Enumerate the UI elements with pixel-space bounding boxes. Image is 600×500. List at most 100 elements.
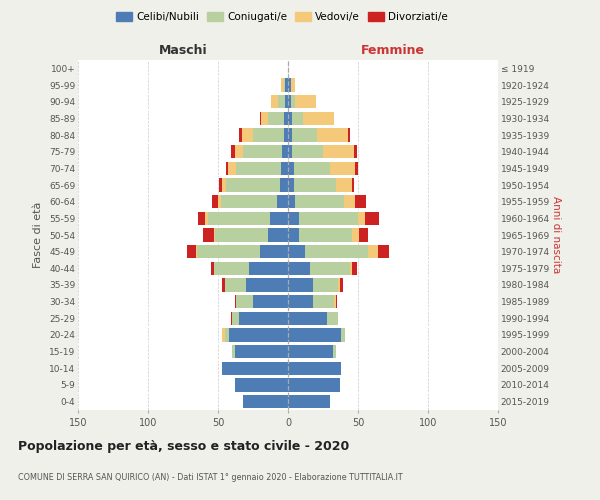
Bar [285, 78, 288, 92]
Bar [352, 262, 356, 275]
Bar [284, 128, 288, 141]
Bar [288, 328, 341, 342]
Bar [288, 128, 292, 141]
Bar [283, 145, 288, 158]
Bar [268, 112, 284, 125]
Bar [288, 378, 340, 392]
Bar [359, 228, 368, 241]
Bar [214, 262, 249, 275]
Bar [229, 328, 288, 342]
Bar [327, 312, 338, 325]
Y-axis label: Anni di nascita: Anni di nascita [551, 196, 561, 274]
Bar [352, 178, 354, 192]
Bar [268, 228, 288, 241]
Bar [235, 345, 288, 358]
Bar [208, 212, 270, 225]
Bar [288, 295, 313, 308]
Bar [288, 162, 293, 175]
Bar [285, 95, 288, 108]
Bar [220, 178, 222, 192]
Bar [299, 212, 358, 225]
Bar [288, 145, 292, 158]
Bar [280, 178, 288, 192]
Bar [335, 295, 337, 308]
Bar [288, 178, 293, 192]
Bar [203, 228, 214, 241]
Bar [281, 162, 288, 175]
Bar [335, 178, 352, 192]
Bar [350, 262, 352, 275]
Bar [344, 195, 355, 208]
Bar [232, 345, 235, 358]
Bar [368, 245, 377, 258]
Bar [288, 312, 327, 325]
Bar [239, 128, 242, 141]
Bar [211, 262, 214, 275]
Bar [292, 128, 317, 141]
Bar [246, 278, 288, 291]
Bar [271, 95, 278, 108]
Bar [288, 395, 330, 408]
Bar [196, 245, 197, 258]
Bar [232, 312, 239, 325]
Bar [299, 228, 352, 241]
Bar [317, 128, 348, 141]
Bar [288, 262, 310, 275]
Bar [225, 278, 246, 291]
Bar [340, 278, 343, 291]
Bar [323, 145, 354, 158]
Bar [243, 395, 288, 408]
Bar [288, 78, 291, 92]
Legend: Celibi/Nubili, Coniugati/e, Vedovi/e, Divorziati/e: Celibi/Nubili, Coniugati/e, Vedovi/e, Di… [112, 8, 452, 26]
Bar [358, 212, 365, 225]
Bar [310, 262, 350, 275]
Bar [260, 112, 262, 125]
Bar [253, 128, 284, 141]
Bar [377, 245, 389, 258]
Text: COMUNE DI SERRA SAN QUIRICO (AN) - Dati ISTAT 1° gennaio 2020 - Elaborazione TUT: COMUNE DI SERRA SAN QUIRICO (AN) - Dati … [18, 473, 403, 482]
Bar [288, 278, 313, 291]
Bar [304, 112, 334, 125]
Bar [293, 178, 335, 192]
Text: Popolazione per età, sesso e stato civile - 2020: Popolazione per età, sesso e stato civil… [18, 440, 349, 453]
Bar [291, 78, 295, 92]
Bar [293, 162, 330, 175]
Bar [295, 195, 344, 208]
Bar [212, 195, 218, 208]
Bar [291, 95, 295, 108]
Bar [288, 195, 295, 208]
Bar [341, 328, 346, 342]
Bar [249, 262, 288, 275]
Bar [365, 212, 379, 225]
Bar [222, 178, 226, 192]
Bar [288, 95, 291, 108]
Bar [281, 78, 284, 92]
Bar [235, 295, 236, 308]
Bar [230, 145, 235, 158]
Bar [313, 295, 334, 308]
Bar [230, 312, 232, 325]
Bar [284, 112, 288, 125]
Bar [277, 195, 288, 208]
Bar [226, 162, 228, 175]
Bar [288, 245, 305, 258]
Bar [218, 195, 221, 208]
Text: Femmine: Femmine [361, 44, 425, 57]
Bar [253, 295, 288, 308]
Bar [228, 162, 236, 175]
Bar [214, 228, 215, 241]
Bar [187, 245, 196, 258]
Bar [199, 212, 205, 225]
Bar [215, 228, 268, 241]
Bar [292, 145, 323, 158]
Bar [235, 378, 288, 392]
Bar [288, 228, 299, 241]
Bar [305, 245, 368, 258]
Bar [333, 345, 335, 358]
Bar [222, 362, 288, 375]
Bar [221, 195, 277, 208]
Bar [222, 278, 225, 291]
Bar [236, 162, 281, 175]
Bar [355, 195, 367, 208]
Bar [225, 328, 229, 342]
